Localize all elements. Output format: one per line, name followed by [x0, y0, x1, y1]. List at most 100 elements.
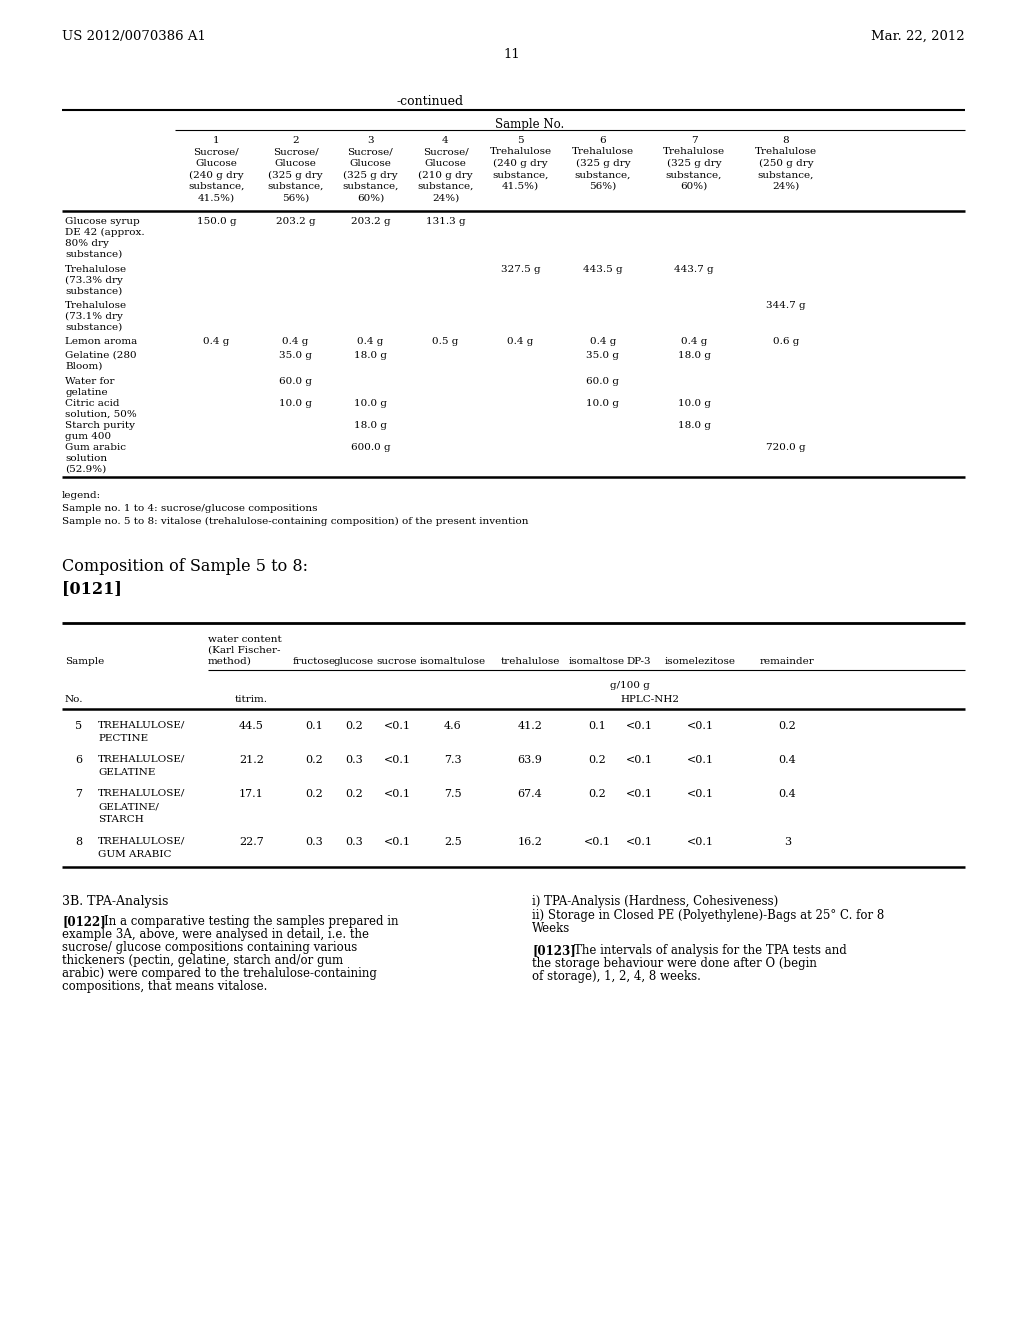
- Text: gum 400: gum 400: [65, 432, 112, 441]
- Text: <0.1: <0.1: [626, 789, 652, 799]
- Text: Sample: Sample: [65, 657, 104, 667]
- Text: STARCH: STARCH: [98, 814, 143, 824]
- Text: 0.5 g: 0.5 g: [432, 337, 459, 346]
- Text: [0121]: [0121]: [62, 579, 122, 597]
- Text: substance,: substance,: [188, 182, 245, 191]
- Text: 2.5: 2.5: [444, 837, 462, 847]
- Text: 0.3: 0.3: [345, 755, 362, 766]
- Text: PECTINE: PECTINE: [98, 734, 148, 743]
- Text: <0.1: <0.1: [626, 837, 652, 847]
- Text: 6: 6: [75, 755, 82, 766]
- Text: Glucose: Glucose: [274, 158, 316, 168]
- Text: (210 g dry: (210 g dry: [418, 170, 473, 180]
- Text: the storage behaviour were done after O (begin: the storage behaviour were done after O …: [532, 957, 817, 970]
- Text: 18.0 g: 18.0 g: [678, 421, 711, 430]
- Text: <0.1: <0.1: [686, 837, 714, 847]
- Text: 10.0 g: 10.0 g: [678, 399, 711, 408]
- Text: g/100 g: g/100 g: [610, 681, 650, 690]
- Text: <0.1: <0.1: [384, 755, 411, 766]
- Text: 18.0 g: 18.0 g: [354, 421, 387, 430]
- Text: (325 g dry: (325 g dry: [575, 158, 631, 168]
- Text: 60.0 g: 60.0 g: [587, 378, 620, 385]
- Text: -continued: -continued: [396, 95, 464, 108]
- Text: gelatine: gelatine: [65, 388, 108, 397]
- Text: 0.4 g: 0.4 g: [283, 337, 308, 346]
- Text: Glucose: Glucose: [196, 158, 238, 168]
- Text: 60.0 g: 60.0 g: [279, 378, 312, 385]
- Text: compositions, that means vitalose.: compositions, that means vitalose.: [62, 979, 267, 993]
- Text: 8: 8: [75, 837, 82, 847]
- Text: 11: 11: [504, 48, 520, 61]
- Text: 0.4 g: 0.4 g: [204, 337, 229, 346]
- Text: (240 g dry: (240 g dry: [189, 170, 244, 180]
- Text: The intervals of analysis for the TPA tests and: The intervals of analysis for the TPA te…: [574, 944, 847, 957]
- Text: example 3A, above, were analysed in detail, i.e. the: example 3A, above, were analysed in deta…: [62, 928, 369, 941]
- Text: 7.3: 7.3: [444, 755, 462, 766]
- Text: 344.7 g: 344.7 g: [766, 301, 806, 310]
- Text: 17.1: 17.1: [240, 789, 264, 799]
- Text: 63.9: 63.9: [517, 755, 543, 766]
- Text: of storage), 1, 2, 4, 8 weeks.: of storage), 1, 2, 4, 8 weeks.: [532, 970, 700, 983]
- Text: Gelatine (280: Gelatine (280: [65, 351, 136, 360]
- Text: substance,: substance,: [758, 170, 814, 180]
- Text: 35.0 g: 35.0 g: [279, 351, 312, 360]
- Text: 7: 7: [75, 789, 82, 799]
- Text: (325 g dry: (325 g dry: [667, 158, 721, 168]
- Text: <0.1: <0.1: [686, 721, 714, 731]
- Text: legend:: legend:: [62, 491, 101, 500]
- Text: <0.1: <0.1: [584, 837, 610, 847]
- Text: DP-3: DP-3: [627, 657, 651, 667]
- Text: 0.1: 0.1: [588, 721, 606, 731]
- Text: 56%): 56%): [282, 194, 309, 202]
- Text: 203.2 g: 203.2 g: [275, 216, 315, 226]
- Text: 3: 3: [368, 136, 374, 145]
- Text: substance,: substance,: [666, 170, 722, 180]
- Text: 10.0 g: 10.0 g: [354, 399, 387, 408]
- Text: HPLC-NH2: HPLC-NH2: [620, 696, 679, 704]
- Text: Sucrose/: Sucrose/: [272, 148, 318, 157]
- Text: 6: 6: [600, 136, 606, 145]
- Text: substance,: substance,: [493, 170, 549, 180]
- Text: 80% dry: 80% dry: [65, 239, 109, 248]
- Text: 5: 5: [75, 721, 82, 731]
- Text: 21.2: 21.2: [239, 755, 264, 766]
- Text: 2: 2: [292, 136, 299, 145]
- Text: sucrose/ glucose compositions containing various: sucrose/ glucose compositions containing…: [62, 941, 357, 954]
- Text: TREHALULOSE/: TREHALULOSE/: [98, 755, 185, 764]
- Text: 0.2: 0.2: [588, 755, 606, 766]
- Text: 18.0 g: 18.0 g: [354, 351, 387, 360]
- Text: 0.2: 0.2: [305, 789, 324, 799]
- Text: 600.0 g: 600.0 g: [350, 444, 390, 451]
- Text: [0123]: [0123]: [532, 944, 575, 957]
- Text: 0.4 g: 0.4 g: [590, 337, 616, 346]
- Text: isomaltose: isomaltose: [569, 657, 625, 667]
- Text: (250 g dry: (250 g dry: [759, 158, 813, 168]
- Text: fructose: fructose: [293, 657, 336, 667]
- Text: 5: 5: [517, 136, 524, 145]
- Text: 10.0 g: 10.0 g: [587, 399, 620, 408]
- Text: Weeks: Weeks: [532, 921, 570, 935]
- Text: 41.5%): 41.5%): [502, 182, 539, 191]
- Text: 56%): 56%): [590, 182, 616, 191]
- Text: arabic) were compared to the trehalulose-containing: arabic) were compared to the trehalulose…: [62, 968, 377, 979]
- Text: 0.6 g: 0.6 g: [773, 337, 799, 346]
- Text: 4: 4: [442, 136, 449, 145]
- Text: 0.4 g: 0.4 g: [357, 337, 384, 346]
- Text: 60%): 60%): [680, 182, 708, 191]
- Text: TREHALULOSE/: TREHALULOSE/: [98, 789, 185, 799]
- Text: <0.1: <0.1: [686, 789, 714, 799]
- Text: 10.0 g: 10.0 g: [279, 399, 312, 408]
- Text: 0.2: 0.2: [345, 789, 362, 799]
- Text: TREHALULOSE/: TREHALULOSE/: [98, 721, 185, 730]
- Text: 22.7: 22.7: [240, 837, 264, 847]
- Text: isomaltulose: isomaltulose: [420, 657, 486, 667]
- Text: substance): substance): [65, 323, 122, 333]
- Text: Trehalulose: Trehalulose: [755, 148, 817, 157]
- Text: 327.5 g: 327.5 g: [501, 265, 541, 275]
- Text: (325 g dry: (325 g dry: [268, 170, 323, 180]
- Text: Sucrose/: Sucrose/: [423, 148, 468, 157]
- Text: (240 g dry: (240 g dry: [494, 158, 548, 168]
- Text: 443.5 g: 443.5 g: [584, 265, 623, 275]
- Text: <0.1: <0.1: [384, 837, 411, 847]
- Text: Sample No.: Sample No.: [496, 117, 564, 131]
